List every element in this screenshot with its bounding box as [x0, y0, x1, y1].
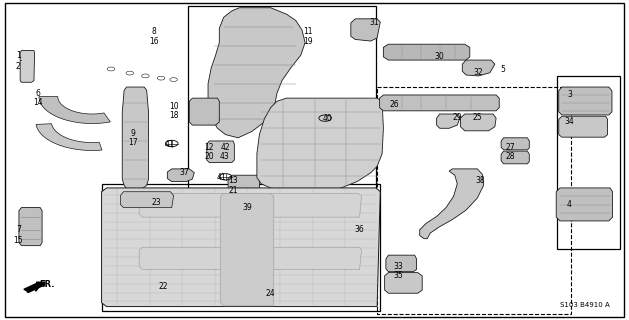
Polygon shape	[36, 124, 102, 150]
Polygon shape	[420, 169, 484, 239]
Text: 21: 21	[228, 186, 238, 195]
Polygon shape	[221, 193, 274, 306]
Text: 5: 5	[500, 65, 505, 74]
Text: 35: 35	[394, 271, 403, 280]
Text: 27: 27	[505, 143, 515, 152]
Text: 2: 2	[16, 62, 21, 71]
Text: 24: 24	[266, 289, 276, 298]
Text: 19: 19	[303, 36, 313, 45]
Text: 7: 7	[16, 225, 21, 234]
Text: 12: 12	[204, 143, 214, 152]
Text: 1: 1	[16, 51, 21, 60]
Polygon shape	[122, 87, 148, 188]
Polygon shape	[120, 192, 174, 208]
Text: 34: 34	[564, 117, 574, 126]
Polygon shape	[139, 247, 362, 269]
Text: 18: 18	[169, 111, 179, 120]
Text: 10: 10	[169, 101, 179, 111]
Polygon shape	[556, 188, 613, 221]
Polygon shape	[207, 141, 235, 163]
Polygon shape	[437, 114, 460, 128]
Polygon shape	[19, 208, 42, 246]
Text: 32: 32	[474, 68, 483, 77]
Polygon shape	[462, 60, 495, 76]
Text: 20: 20	[204, 152, 214, 161]
Polygon shape	[380, 95, 499, 111]
FancyArrow shape	[24, 282, 45, 292]
Polygon shape	[384, 44, 470, 60]
Polygon shape	[139, 193, 362, 217]
Polygon shape	[257, 98, 384, 193]
Text: 16: 16	[148, 36, 159, 45]
Polygon shape	[460, 114, 496, 131]
Text: 29: 29	[452, 113, 462, 122]
Text: 25: 25	[472, 113, 482, 122]
Text: 4: 4	[567, 200, 572, 209]
Bar	[557, 76, 620, 249]
Bar	[102, 184, 381, 311]
Polygon shape	[102, 188, 381, 307]
Text: 17: 17	[128, 138, 138, 147]
Text: FR.: FR.	[39, 280, 55, 289]
Polygon shape	[501, 151, 529, 164]
Text: 13: 13	[228, 176, 238, 185]
Text: 30: 30	[435, 52, 445, 61]
Text: 33: 33	[394, 262, 403, 271]
Text: 42: 42	[220, 143, 230, 152]
Text: 37: 37	[179, 168, 189, 177]
Text: 41: 41	[217, 173, 226, 182]
Text: S103 B4910 A: S103 B4910 A	[560, 302, 610, 308]
Text: 11: 11	[303, 27, 313, 36]
Polygon shape	[559, 116, 608, 137]
Polygon shape	[231, 201, 267, 213]
Text: 14: 14	[33, 99, 43, 108]
Text: 3: 3	[567, 91, 572, 100]
Polygon shape	[39, 97, 111, 124]
Text: 15: 15	[13, 236, 23, 245]
Polygon shape	[208, 8, 305, 138]
Bar	[188, 6, 376, 227]
Text: 28: 28	[505, 152, 515, 161]
Text: 8: 8	[151, 27, 156, 36]
Bar	[377, 87, 571, 314]
Polygon shape	[385, 273, 422, 293]
Text: 22: 22	[159, 282, 168, 292]
Polygon shape	[501, 138, 529, 150]
Text: 26: 26	[390, 100, 399, 109]
Text: 23: 23	[152, 198, 162, 207]
Polygon shape	[167, 169, 194, 181]
Polygon shape	[351, 19, 381, 41]
Text: 36: 36	[355, 225, 364, 234]
Text: 31: 31	[370, 18, 379, 27]
Text: 40: 40	[322, 114, 332, 123]
Text: 6: 6	[35, 89, 40, 98]
Text: 41: 41	[164, 140, 174, 148]
Polygon shape	[386, 255, 416, 272]
Text: 43: 43	[220, 152, 230, 161]
Text: 9: 9	[130, 129, 135, 138]
Polygon shape	[189, 98, 220, 125]
Text: 39: 39	[242, 203, 252, 212]
Polygon shape	[228, 175, 259, 192]
Polygon shape	[559, 87, 612, 115]
Text: 38: 38	[475, 176, 484, 185]
Polygon shape	[20, 51, 35, 82]
